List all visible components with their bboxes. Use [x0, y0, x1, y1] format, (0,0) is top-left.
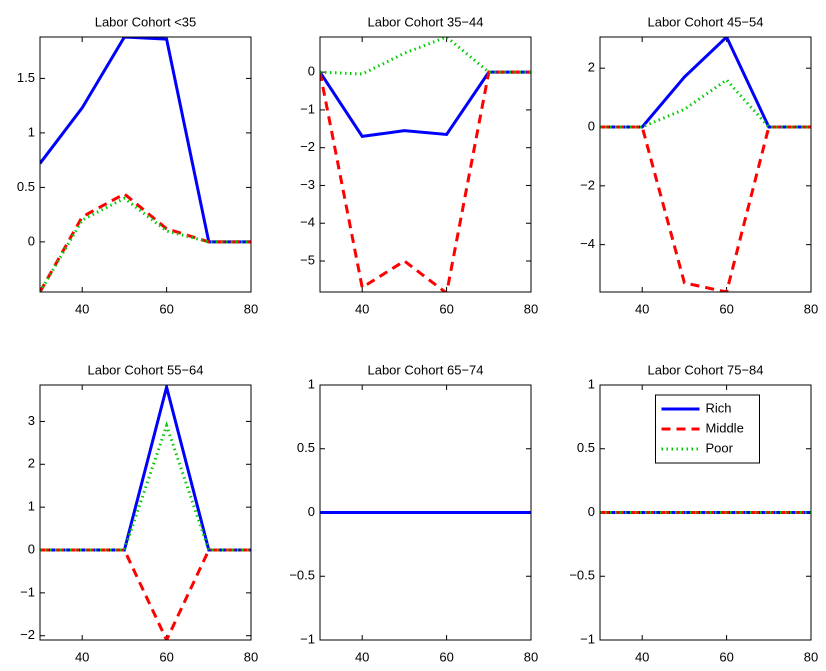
x-tick-label: 80	[804, 301, 818, 316]
y-tick-label: 0	[28, 541, 35, 556]
axes-box	[599, 384, 812, 641]
series-line	[600, 37, 811, 129]
y-tick-label: −1	[580, 631, 595, 646]
y-tick-label: −1	[300, 631, 315, 646]
y-tick-label: −2	[300, 139, 315, 154]
series-line	[600, 77, 811, 129]
y-tick-label: 1	[28, 124, 35, 139]
legend-label: Middle	[706, 420, 744, 435]
subplot-title: Labor Cohort 35−44	[367, 14, 483, 29]
series-line	[40, 192, 251, 292]
series-line	[40, 37, 251, 244]
y-tick-label: 0.5	[297, 440, 315, 455]
x-tick-label: 40	[355, 301, 369, 316]
series-line	[320, 37, 531, 76]
y-tick-label: −1	[20, 584, 35, 599]
y-tick-label: −4	[300, 215, 315, 230]
x-tick-label: 80	[524, 301, 538, 316]
series-line	[320, 70, 531, 138]
axes-box	[319, 384, 532, 641]
y-tick-label: −2	[580, 177, 595, 192]
legend-label: Rich	[706, 400, 732, 415]
y-tick-label: 0	[28, 233, 35, 248]
y-tick-label: −2	[20, 627, 35, 642]
y-tick-label: 1	[28, 499, 35, 514]
y-tick-label: −3	[300, 177, 315, 192]
y-tick-label: 3	[28, 413, 35, 428]
x-tick-label: 80	[524, 649, 538, 664]
y-tick-label: −4	[580, 236, 595, 251]
x-tick-label: 40	[75, 649, 89, 664]
axes-box	[319, 36, 532, 293]
subplot: Labor Cohort 35−44 −5 −4 −3 −2 −1 0 40 60 80	[300, 14, 538, 316]
series-line	[320, 70, 531, 292]
y-tick-label: 1	[308, 376, 315, 391]
y-tick-label: 0	[308, 64, 315, 79]
y-tick-label: 0	[588, 504, 595, 519]
y-tick-label: 1	[588, 376, 595, 391]
y-tick-label: −5	[300, 252, 315, 267]
series-line	[40, 385, 251, 552]
x-tick-label: 80	[244, 649, 258, 664]
subplot: Labor Cohort 55−64 −2 −1 0 1 2 3 40 60 80	[20, 362, 258, 664]
y-tick-label: 2	[28, 456, 35, 471]
series-line	[40, 196, 251, 292]
subplot: Labor Cohort 45−54 −4 −2 0 2 40 60 80	[580, 14, 818, 316]
x-tick-label: 40	[75, 301, 89, 316]
x-tick-label: 60	[159, 649, 173, 664]
x-tick-label: 60	[439, 301, 453, 316]
x-tick-label: 80	[244, 301, 258, 316]
y-tick-label: 0	[588, 118, 595, 133]
x-tick-label: 60	[159, 301, 173, 316]
x-tick-label: 60	[439, 649, 453, 664]
y-tick-label: 0.5	[17, 179, 35, 194]
y-tick-label: 2	[588, 60, 595, 75]
legend-box	[655, 394, 760, 464]
x-tick-label: 40	[635, 301, 649, 316]
x-tick-label: 60	[719, 301, 733, 316]
x-tick-label: 40	[635, 649, 649, 664]
x-tick-label: 80	[804, 649, 818, 664]
y-tick-label: −1	[300, 101, 315, 116]
x-tick-label: 40	[355, 649, 369, 664]
axes-box	[39, 36, 252, 293]
subplot-title: Labor Cohort 65−74	[367, 362, 483, 377]
y-tick-label: −0.5	[289, 568, 315, 583]
series-line	[40, 548, 251, 640]
axes-box	[39, 384, 252, 641]
x-tick-label: 60	[719, 649, 733, 664]
y-tick-label: 0.5	[577, 440, 595, 455]
subplot-title: Labor Cohort <35	[95, 14, 197, 29]
y-tick-label: 0	[308, 504, 315, 519]
series-line	[40, 421, 251, 552]
y-tick-label: 1.5	[17, 70, 35, 85]
subplot-title: Labor Cohort 45−54	[647, 14, 763, 29]
subplot-title: Labor Cohort 75−84	[647, 362, 763, 377]
series-line	[600, 125, 811, 292]
legend-label: Poor	[706, 440, 734, 455]
axes-box	[599, 36, 812, 293]
y-tick-label: −0.5	[569, 568, 595, 583]
subplot: Labor Cohort <35 0 0.5 1 1.5 40 60 80	[17, 14, 258, 316]
subplot-title: Labor Cohort 55−64	[87, 362, 203, 377]
subplot: Labor Cohort 65−74 −1 −0.5 0 0.5 1 40 60 80	[289, 362, 538, 664]
subplot: Labor Cohort 75−84 −1 −0.5 0 0.5 1 40 60 80 Rich M…	[569, 362, 818, 664]
